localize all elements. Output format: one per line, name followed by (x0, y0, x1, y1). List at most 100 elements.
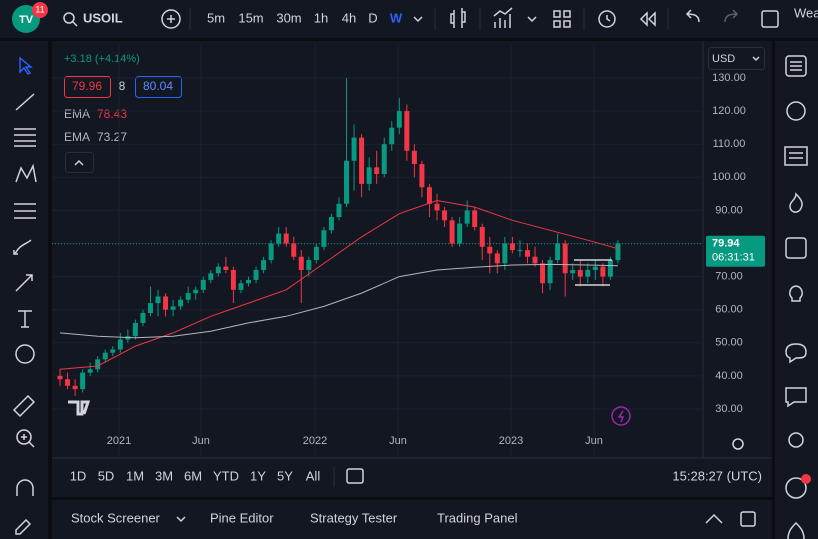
calendar[interactable] (785, 237, 807, 259)
interval[interactable]: 1h (314, 10, 328, 25)
alert[interactable] (598, 10, 616, 28)
zoom-tool (21, 434, 35, 448)
range-button[interactable]: YTD (213, 468, 239, 483)
candle-body (313, 246, 319, 261)
candle-body (434, 203, 440, 211)
x-tick-label: Jun (585, 435, 603, 447)
candle-body (351, 137, 357, 161)
candle-body (230, 269, 236, 290)
range-button[interactable]: 5Y (277, 468, 293, 483)
ruler-tool[interactable] (12, 394, 36, 418)
range-button[interactable]: 3M (155, 468, 173, 483)
spread: 8 (119, 79, 126, 93)
replay-live[interactable] (785, 477, 807, 499)
panel-tab[interactable]: Pine Editor (210, 510, 274, 525)
candle-body (298, 256, 304, 270)
range-button[interactable]: 1M (126, 468, 144, 483)
candle-body (411, 150, 417, 165)
candle-body (132, 322, 138, 337)
symbol[interactable]: USOIL (83, 10, 123, 25)
candle-body (479, 226, 485, 247)
settings[interactable] (732, 438, 744, 450)
emoji-tool[interactable] (15, 344, 35, 364)
panel-tab[interactable]: Stock Screener (71, 510, 161, 525)
zoom-tool[interactable] (16, 429, 32, 445)
streams[interactable] (785, 387, 807, 408)
fib-tool[interactable] (14, 128, 36, 147)
goto-date[interactable] (346, 468, 364, 484)
candle-body (344, 160, 350, 204)
left-toolbar (0, 41, 48, 539)
help[interactable] (787, 521, 805, 539)
brush-tool[interactable] (13, 239, 32, 255)
news[interactable] (784, 146, 808, 166)
range-button[interactable]: 5D (98, 468, 115, 483)
pulse[interactable] (788, 432, 804, 448)
prediction-tool[interactable] (14, 203, 36, 219)
replay[interactable] (639, 11, 656, 27)
bottom-panel (52, 500, 772, 539)
range-button[interactable]: 1D (70, 468, 87, 483)
interval[interactable]: D (368, 10, 377, 25)
watermark (68, 400, 91, 416)
logo-mark: TV (19, 14, 34, 26)
bid-box[interactable] (64, 76, 111, 98)
candle-body (366, 167, 372, 184)
indicators[interactable] (493, 7, 513, 28)
interval-menu[interactable] (413, 16, 423, 23)
add-symbol[interactable] (161, 9, 181, 29)
ideas[interactable] (789, 285, 803, 302)
chats[interactable] (785, 343, 807, 364)
screener-menu[interactable] (176, 516, 186, 523)
redo[interactable] (724, 9, 739, 23)
left-tools (12, 56, 37, 535)
interval[interactable]: 5m (207, 10, 225, 25)
range-button[interactable]: 1Y (250, 468, 266, 483)
templates[interactable] (553, 10, 571, 28)
hotlist[interactable] (789, 192, 803, 213)
currency-menu (752, 56, 760, 62)
alerts[interactable] (786, 101, 806, 121)
interval[interactable]: 4h (342, 10, 356, 25)
arrow-tool[interactable] (15, 274, 33, 292)
candle-body (215, 266, 221, 274)
pattern-tool[interactable] (15, 163, 37, 183)
watchlist[interactable] (785, 55, 807, 77)
candle-body (524, 250, 530, 257)
candle-body (283, 233, 289, 244)
indicators-menu[interactable] (527, 16, 537, 23)
candle-body (140, 313, 146, 323)
chart-type[interactable] (450, 8, 466, 28)
cut-label[interactable]: Wea (794, 5, 818, 20)
undo[interactable] (685, 9, 700, 23)
ask-box[interactable] (135, 76, 182, 98)
candle-body (570, 269, 576, 274)
interval[interactable]: 15m (238, 10, 263, 25)
cursor-tool[interactable] (19, 56, 33, 75)
currency-button[interactable] (708, 47, 765, 70)
candle-body (193, 289, 199, 294)
lock-tool[interactable] (15, 518, 32, 535)
candle-body (487, 246, 493, 254)
y-tick-label: 90.00 (715, 204, 743, 216)
panel-tab[interactable]: Strategy Tester (310, 510, 398, 525)
candle-body (223, 266, 229, 270)
panel-tab[interactable]: Trading Panel (437, 510, 518, 525)
interval[interactable]: 30m (276, 10, 301, 25)
events-icon[interactable] (611, 406, 631, 426)
line-tool[interactable] (15, 93, 35, 111)
candle-body (494, 253, 500, 264)
price-tag (706, 235, 765, 267)
magnet-tool[interactable] (16, 479, 34, 496)
search-icon[interactable] (63, 12, 75, 24)
candle-body (419, 164, 425, 188)
range-button[interactable]: 6M (184, 468, 202, 483)
candle-body (178, 299, 184, 307)
maximize-panel[interactable] (740, 511, 756, 527)
interval[interactable]: W (390, 10, 403, 25)
layout[interactable] (761, 10, 779, 28)
bid: 79.96 (72, 79, 102, 93)
text-tool[interactable] (18, 310, 32, 328)
range-button[interactable]: All (306, 468, 321, 483)
expand-panel[interactable] (705, 513, 723, 524)
